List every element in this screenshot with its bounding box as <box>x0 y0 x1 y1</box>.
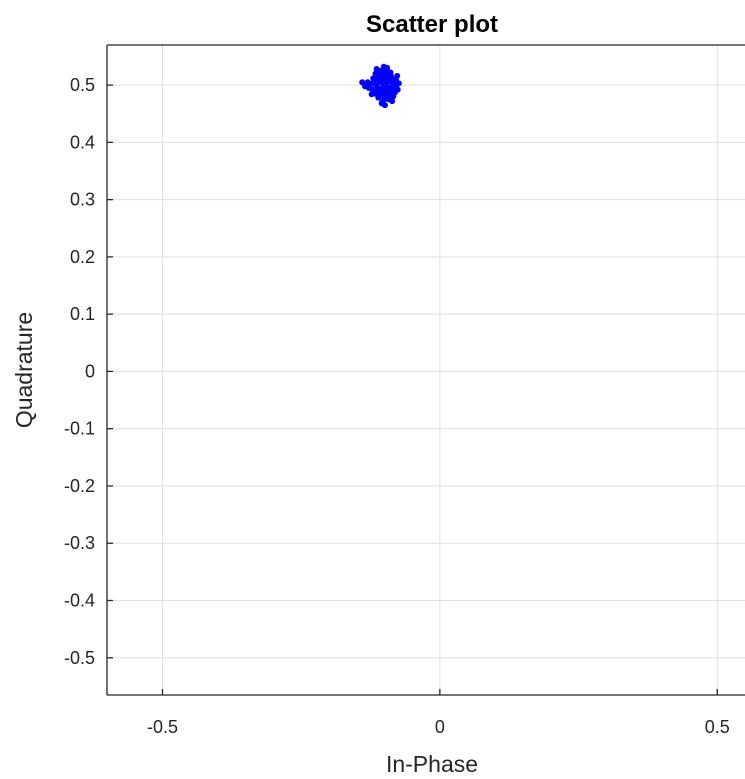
x-tick-label: 0 <box>435 717 445 737</box>
y-tick-label: -0.3 <box>64 533 95 553</box>
scatter-point <box>394 72 401 79</box>
scatter-points <box>359 63 402 109</box>
y-tick-label: 0.4 <box>70 132 95 152</box>
scatter-point <box>385 96 392 103</box>
scatter-point <box>375 94 382 101</box>
y-tick-label: -0.2 <box>64 476 95 496</box>
scatter-point <box>370 78 377 85</box>
y-tick-label: -0.1 <box>64 419 95 439</box>
x-axis-label: In-Phase <box>386 751 478 777</box>
y-grid <box>107 84 745 659</box>
x-tick-label: -0.5 <box>147 717 178 737</box>
scatter-point <box>384 64 391 71</box>
scatter-point <box>379 88 386 95</box>
y-tick-label: 0.1 <box>70 304 95 324</box>
chart-title: Scatter plot <box>366 11 498 38</box>
scatter-point <box>383 75 390 82</box>
y-tick-label: 0 <box>85 361 95 381</box>
y-axis-label: Quadrature <box>11 312 37 428</box>
scatter-point <box>385 84 392 91</box>
y-tick-label: -0.5 <box>64 648 95 668</box>
y-tick-label: -0.4 <box>64 591 95 611</box>
y-tick-label: 0.3 <box>70 190 95 210</box>
scatter-point <box>368 91 375 98</box>
scatter-point <box>372 70 379 77</box>
scatter-point <box>361 83 368 90</box>
scatter-point <box>395 80 402 87</box>
y-tick-label: 0.5 <box>70 75 95 95</box>
scatter-point <box>391 89 398 96</box>
plot-area <box>107 45 745 695</box>
y-tick-label: 0.2 <box>70 247 95 267</box>
scatter-point <box>381 82 388 89</box>
x-ticks: -0.5 0 0.5 <box>147 689 730 737</box>
x-grid <box>161 45 718 695</box>
scatter-point <box>376 79 383 86</box>
scatter-point <box>387 69 394 76</box>
scatter-point <box>378 100 385 107</box>
scatter-point <box>376 67 383 74</box>
x-tick-label: 0.5 <box>705 717 730 737</box>
y-ticks: 0.5 0.4 0.3 0.2 0.1 0 -0.1 -0.2 -0.3 -0.4 -0.5 <box>64 75 113 668</box>
